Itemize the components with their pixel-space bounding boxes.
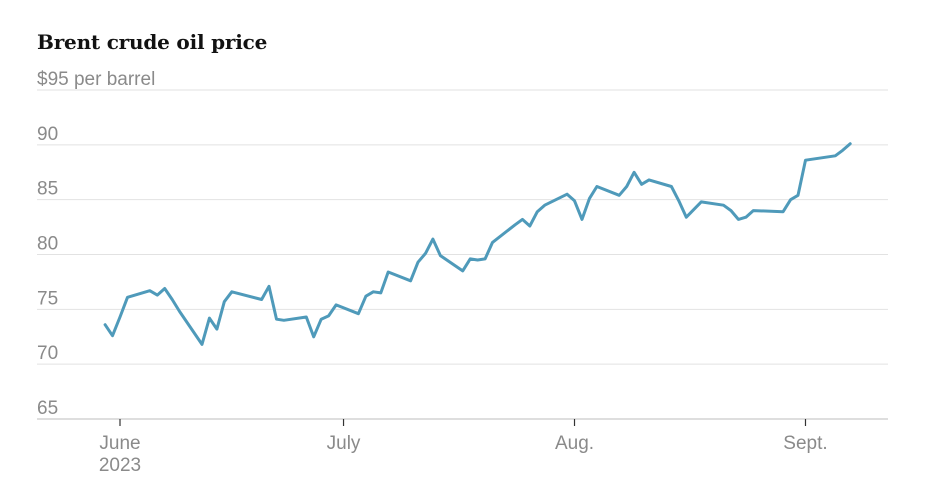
y-tick-label-65: 65 bbox=[37, 398, 58, 419]
y-tick-label-75: 75 bbox=[37, 288, 58, 309]
chart-title: Brent crude oil price bbox=[37, 30, 268, 54]
x-tick-sublabel-year: 2023 bbox=[99, 455, 141, 476]
y-axis-ticks: 65 70 75 80 85 90 $95 per barrel bbox=[37, 69, 155, 419]
x-tick-label-july: July bbox=[327, 433, 361, 454]
y-tick-label-95: $95 per barrel bbox=[37, 69, 155, 90]
y-tick-label-90: 90 bbox=[37, 124, 58, 145]
y-tick-label-85: 85 bbox=[37, 179, 58, 200]
grid-lines bbox=[37, 89, 888, 420]
series-line-brent-price bbox=[103, 142, 852, 346]
series-layer bbox=[103, 142, 852, 346]
x-tick-label-aug: Aug. bbox=[555, 433, 594, 454]
y-tick-label-80: 80 bbox=[37, 234, 58, 255]
y-tick-label-70: 70 bbox=[37, 343, 58, 364]
x-tick-label-june: June bbox=[99, 433, 140, 454]
x-tick-label-sept: Sept. bbox=[783, 433, 827, 454]
